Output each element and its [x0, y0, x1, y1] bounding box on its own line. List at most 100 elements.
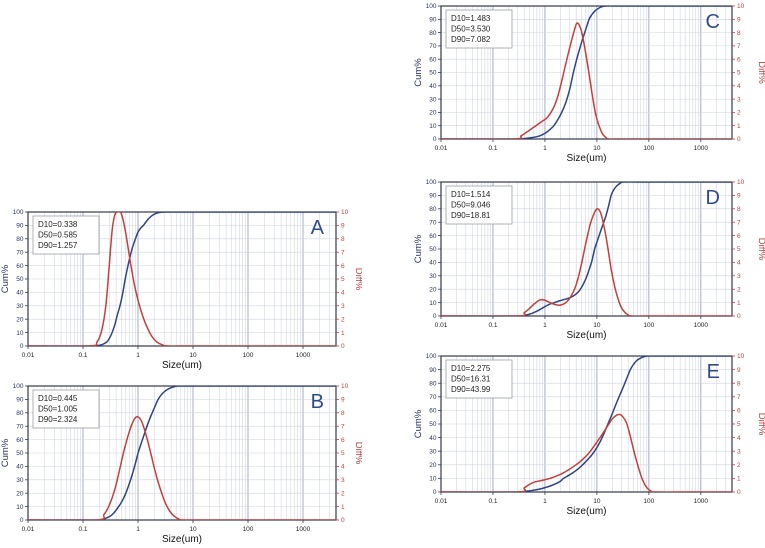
- svg-text:70: 70: [429, 219, 437, 226]
- svg-text:0: 0: [341, 517, 345, 524]
- svg-text:70: 70: [429, 43, 437, 50]
- cum-curve: [441, 182, 732, 316]
- panel-letter: C: [706, 11, 720, 33]
- right-axis-label: Diff%: [353, 442, 362, 465]
- left-axis-label: Cum%: [413, 58, 424, 87]
- svg-text:6: 6: [737, 408, 741, 415]
- legend-line: D90=1.257: [38, 241, 78, 250]
- cum-curve: [441, 356, 732, 492]
- svg-text:20: 20: [429, 110, 437, 117]
- svg-text:90: 90: [429, 367, 437, 374]
- svg-text:80: 80: [429, 380, 437, 387]
- legend-line: D50=16.31: [451, 375, 491, 384]
- svg-text:4: 4: [737, 260, 741, 267]
- svg-text:0.01: 0.01: [435, 498, 448, 505]
- legend-line: D90=7.082: [451, 35, 491, 44]
- svg-text:9: 9: [737, 367, 741, 374]
- svg-text:10: 10: [737, 353, 745, 360]
- svg-text:40: 40: [16, 290, 24, 297]
- svg-text:10: 10: [189, 526, 197, 533]
- svg-text:8: 8: [341, 410, 345, 417]
- left-axis-ticks: 0 10 20 30 40 50 60 70 80 90 100: [426, 3, 441, 143]
- svg-text:60: 60: [429, 408, 437, 415]
- legend-line: D90=2.324: [38, 415, 78, 424]
- svg-text:30: 30: [16, 303, 24, 310]
- svg-text:100: 100: [13, 209, 24, 216]
- svg-text:1: 1: [136, 352, 140, 359]
- svg-text:70: 70: [16, 249, 24, 256]
- right-axis-ticks: 0 1 2 3 4 5 6 7 8 9 10: [336, 383, 349, 524]
- svg-text:1000: 1000: [296, 352, 311, 359]
- svg-text:40: 40: [429, 435, 437, 442]
- diff-curve: [28, 212, 336, 346]
- svg-text:3: 3: [737, 96, 741, 103]
- x-axis-ticks: 0.01 0.1 1 10 100 1000: [22, 346, 311, 359]
- grid: [440, 356, 732, 492]
- svg-text:100: 100: [426, 179, 437, 186]
- legend-line: D50=3.530: [451, 25, 491, 34]
- svg-text:90: 90: [16, 397, 24, 404]
- svg-text:0: 0: [20, 517, 24, 524]
- svg-text:0.1: 0.1: [78, 526, 87, 533]
- chart-panel-D: 0 10 20 30 40 50 60 70 80 90 100 0 1 2 3 4 5 6 7 8 9 10 0.01 0.…: [413, 174, 765, 341]
- diff-curve: [441, 22, 732, 139]
- svg-text:8: 8: [737, 380, 741, 387]
- svg-text:3: 3: [737, 273, 741, 280]
- legend-line: D10=0.338: [38, 220, 78, 229]
- svg-text:10: 10: [16, 504, 24, 511]
- left-axis-label: Cum%: [413, 234, 424, 263]
- svg-text:100: 100: [13, 383, 24, 390]
- svg-text:1000: 1000: [694, 322, 709, 329]
- svg-text:90: 90: [16, 223, 24, 230]
- svg-text:9: 9: [341, 223, 345, 230]
- left-axis-label: Cum%: [0, 438, 11, 467]
- svg-text:3: 3: [341, 477, 345, 484]
- legend-line: D10=2.275: [451, 364, 491, 373]
- chart-panel-C: 0 10 20 30 40 50 60 70 80 90 100 0 1 2 3 4 5 6 7 8 9 10 0.01 0.…: [413, 0, 765, 168]
- svg-text:100: 100: [243, 526, 254, 533]
- right-axis-label: Diff%: [353, 268, 362, 291]
- svg-text:20: 20: [429, 286, 437, 293]
- svg-text:60: 60: [16, 437, 24, 444]
- svg-text:0.1: 0.1: [488, 322, 497, 329]
- svg-text:10: 10: [429, 476, 437, 483]
- svg-text:0.01: 0.01: [435, 322, 448, 329]
- svg-text:0: 0: [737, 489, 741, 496]
- svg-text:8: 8: [737, 30, 741, 37]
- chart-panel-E: 0 10 20 30 40 50 60 70 80 90 100 0 1 2 3 4 5 6 7 8 9 10 0.01 0.…: [413, 348, 765, 522]
- x-axis-ticks: 0.01 0.1 1 10 100 1000: [435, 139, 708, 152]
- svg-text:4: 4: [341, 290, 345, 297]
- panel-letter: A: [311, 217, 325, 239]
- svg-text:10: 10: [593, 322, 601, 329]
- svg-text:50: 50: [429, 246, 437, 253]
- x-axis-ticks: 0.01 0.1 1 10 100 1000: [22, 520, 311, 533]
- svg-text:100: 100: [643, 145, 654, 152]
- left-axis-label: Cum%: [0, 264, 11, 293]
- svg-text:1: 1: [543, 498, 547, 505]
- legend-line: D50=0.585: [38, 231, 78, 240]
- svg-text:8: 8: [737, 206, 741, 213]
- panel-letter: E: [707, 361, 720, 383]
- diff-curve: [441, 207, 732, 316]
- svg-text:30: 30: [429, 96, 437, 103]
- svg-text:7: 7: [737, 43, 741, 50]
- left-axis-ticks: 0 10 20 30 40 50 60 70 80 90 100: [426, 353, 441, 496]
- svg-text:0: 0: [433, 313, 437, 320]
- svg-text:7: 7: [341, 423, 345, 430]
- legend-line: D10=1.483: [451, 14, 491, 23]
- svg-text:4: 4: [737, 435, 741, 442]
- right-axis-label: Diff%: [756, 61, 765, 84]
- svg-text:0: 0: [433, 136, 437, 143]
- svg-text:9: 9: [737, 17, 741, 24]
- x-axis-label: Size(um): [162, 534, 202, 545]
- x-axis-label: Size(um): [162, 360, 202, 371]
- svg-text:10: 10: [341, 209, 349, 216]
- svg-text:1: 1: [543, 322, 547, 329]
- svg-text:9: 9: [737, 193, 741, 200]
- svg-text:1: 1: [737, 300, 741, 307]
- svg-text:10: 10: [189, 352, 197, 359]
- right-axis-ticks: 0 1 2 3 4 5 6 7 8 9 10: [732, 3, 745, 143]
- svg-text:30: 30: [429, 448, 437, 455]
